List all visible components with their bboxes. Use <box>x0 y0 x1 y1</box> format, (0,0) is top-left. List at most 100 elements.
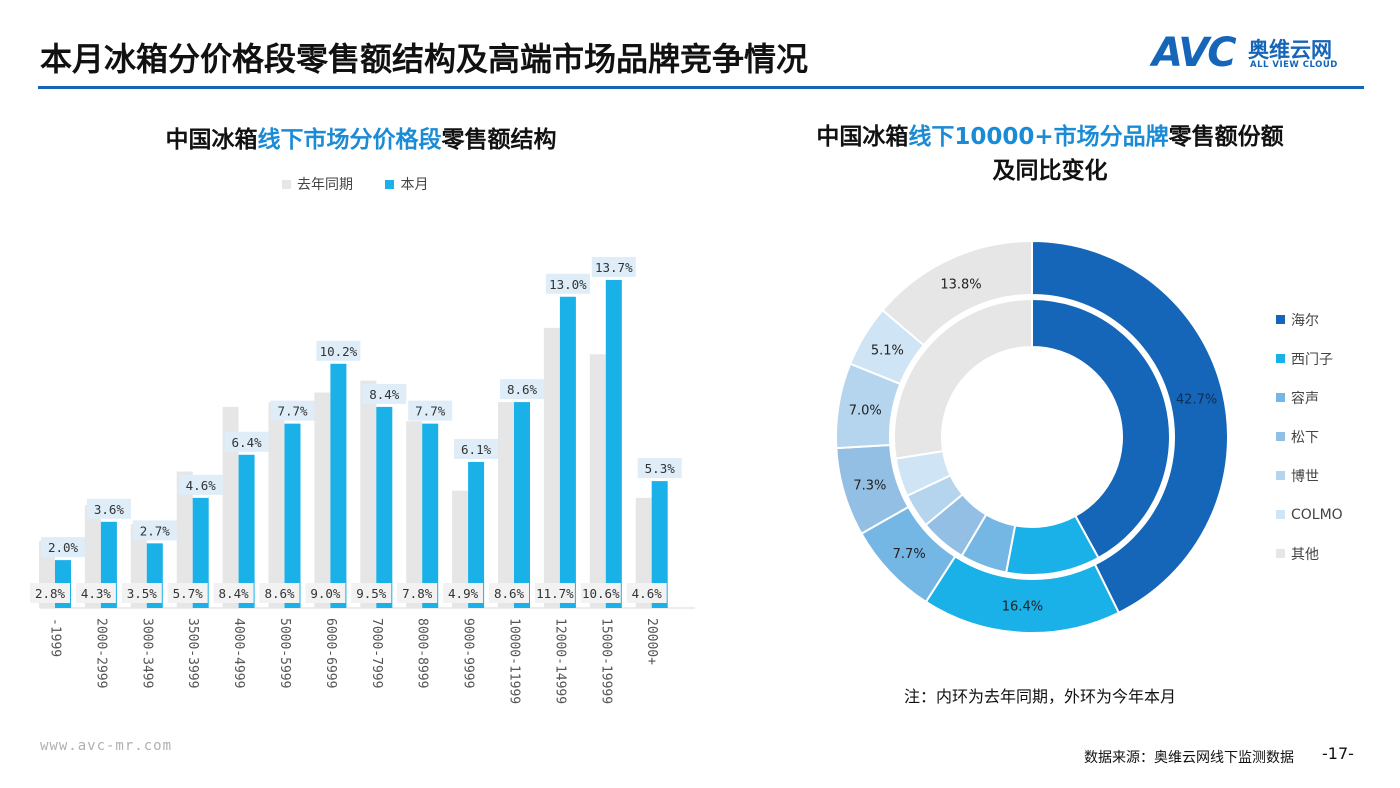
label-last-year: 4.6% <box>626 583 667 603</box>
page-number: -17- <box>1322 744 1354 763</box>
svg-text:3.6%: 3.6% <box>94 502 125 517</box>
legend-label-other: 其他 <box>1291 546 1319 563</box>
data-source: 数据来源：奥维云网线下监测数据 <box>1084 750 1294 766</box>
legend-item-haier: 海尔 <box>1276 300 1343 339</box>
x-tick-label: 20000+ <box>644 618 659 665</box>
legend-swatch-panasonic <box>1276 432 1285 441</box>
x-tick-label: 3000-3499 <box>139 618 154 688</box>
donut-outer-segment <box>881 239 1033 347</box>
svg-text:6.1%: 6.1% <box>461 442 492 457</box>
donut-outer-segment <box>835 362 902 450</box>
svg-text:9.5%: 9.5% <box>356 586 387 601</box>
svg-text:4.6%: 4.6% <box>632 586 663 601</box>
svg-text:8.6%: 8.6% <box>494 586 525 601</box>
bar-this-month <box>192 497 209 608</box>
label-this-month: 10.2% <box>316 340 361 361</box>
donut-title-post: 零售额份额 <box>1168 124 1284 150</box>
svg-text:2.0%: 2.0% <box>48 540 79 555</box>
donut-outer-label: 42.7% <box>1176 393 1217 408</box>
label-last-year: 4.3% <box>75 583 116 603</box>
legend-item-other: 其他 <box>1276 534 1343 573</box>
legend-swatch-colmo <box>1276 510 1285 519</box>
donut-outer-segment <box>924 555 1121 634</box>
x-tick-label: 8000-8999 <box>415 618 430 688</box>
svg-text:4.3%: 4.3% <box>81 586 112 601</box>
label-last-year: 8.6% <box>489 583 529 603</box>
label-last-year: 2.8% <box>30 583 70 603</box>
logo-en-text: ALL VIEW CLOUD <box>1250 60 1338 70</box>
svg-text:7.7%: 7.7% <box>415 404 446 419</box>
donut-title-line2: 及同比变化 <box>992 158 1108 184</box>
legend-label-bosch: 博世 <box>1291 468 1319 485</box>
svg-text:8.4%: 8.4% <box>219 586 250 601</box>
svg-text:4.6%: 4.6% <box>186 478 217 493</box>
bar-last-year <box>360 380 377 608</box>
donut-inner-segment <box>960 513 1017 574</box>
donut-title-line1: 中国冰箱线下10000+市场分品牌零售额份额 <box>760 120 1340 154</box>
legend-swatch-haier <box>1276 315 1285 324</box>
legend-swatch-other <box>1276 549 1285 558</box>
legend-label-panasonic: 松下 <box>1291 429 1319 446</box>
svg-text:2.8%: 2.8% <box>35 586 66 601</box>
label-this-month: 2.0% <box>41 537 85 558</box>
label-last-year: 8.4% <box>213 583 254 603</box>
donut-title-pre: 中国冰箱 <box>816 124 909 150</box>
avc-logo: AVC 奥维云网 ALL VIEW CLOUD <box>1152 30 1372 78</box>
donut-outer-segment <box>835 443 910 535</box>
label-this-month: 6.4% <box>224 431 269 452</box>
bar-last-year <box>498 402 514 608</box>
bar-last-year <box>176 471 193 608</box>
label-last-year: 9.5% <box>351 583 392 603</box>
donut-outer-segment <box>848 308 926 386</box>
bar-this-month <box>605 280 622 608</box>
bar-this-month <box>422 423 439 608</box>
x-tick-label: 12000-14999 <box>552 618 567 704</box>
legend-label-haier: 海尔 <box>1291 312 1319 329</box>
legend-item-this-month: 本月 <box>385 174 428 194</box>
bar-chart: 2.8% 2.0% -1999 4.3% 3.6% 2000-2999 3.5% 2.7% 30… <box>30 257 695 704</box>
legend-swatch-ronshen <box>1276 393 1285 402</box>
legend-item-ronshen: 容声 <box>1276 378 1343 417</box>
donut-inner-segment <box>924 492 988 558</box>
x-tick-label: 6000-6999 <box>323 618 338 688</box>
donut-outer-segment <box>860 505 957 604</box>
legend-label-ronshen: 容声 <box>1291 390 1319 407</box>
label-this-month: 7.7% <box>408 400 453 421</box>
legend-item-panasonic: 松下 <box>1276 417 1343 456</box>
donut-outer-segment <box>1031 239 1229 615</box>
x-tick-label: 4000-4999 <box>231 618 246 688</box>
donut-inner-segment <box>1031 297 1171 560</box>
donut-inner-segment <box>1004 514 1100 576</box>
svg-text:5.7%: 5.7% <box>173 586 204 601</box>
label-this-month: 7.7% <box>270 400 315 421</box>
svg-text:7.7%: 7.7% <box>277 404 308 419</box>
title-divider <box>38 86 1364 89</box>
label-last-year: 4.9% <box>443 583 484 603</box>
legend-swatch-this-month <box>385 179 395 189</box>
bar-last-year <box>314 392 331 608</box>
legend-label-this-month: 本月 <box>400 177 429 193</box>
bar-last-year <box>635 497 652 608</box>
x-tick-label: 9000-9999 <box>461 618 476 688</box>
bar-chart-title: 中国冰箱线下市场分价格段零售额结构 <box>0 120 722 154</box>
label-last-year: 9.0% <box>305 583 346 603</box>
label-last-year: 3.5% <box>121 583 162 603</box>
svg-text:3.5%: 3.5% <box>127 586 158 601</box>
donut-outer-label: 16.4% <box>1002 600 1043 615</box>
donut-outer-label: 7.0% <box>849 404 882 419</box>
legend-swatch-last-year <box>282 179 291 189</box>
x-tick-label: 5000-5999 <box>277 618 292 688</box>
svg-text:4.9%: 4.9% <box>448 586 479 601</box>
logo-cn-text: 奥维云网 <box>1248 38 1332 62</box>
svg-text:8.4%: 8.4% <box>369 387 400 402</box>
bar-legend: 去年同期 本月 <box>282 174 456 194</box>
svg-text:13.7%: 13.7% <box>595 260 633 275</box>
label-this-month: 3.6% <box>86 498 131 519</box>
legend-item-siemens: 西门子 <box>1276 339 1343 378</box>
svg-text:7.8%: 7.8% <box>402 586 433 601</box>
bar-this-month <box>468 461 485 608</box>
legend-label-colmo: COLMO <box>1291 506 1343 523</box>
label-last-year: 7.8% <box>397 583 438 603</box>
legend-item-bosch: 博世 <box>1276 456 1343 495</box>
donut-outer-label: 13.8% <box>940 278 981 293</box>
